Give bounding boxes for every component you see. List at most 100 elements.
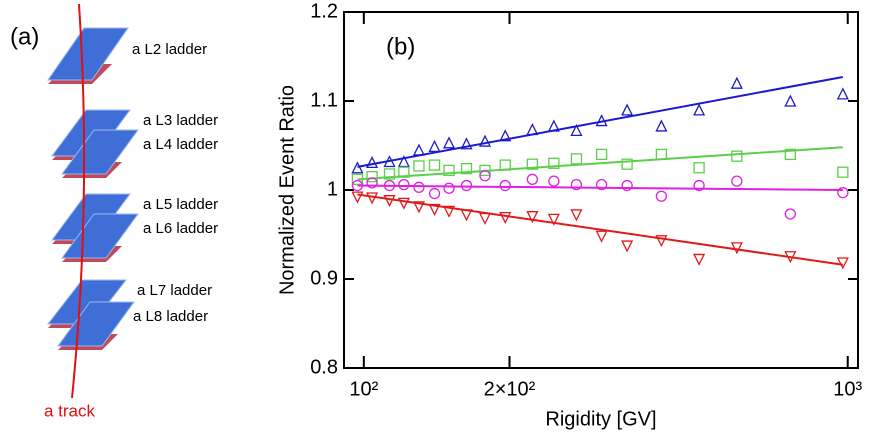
marker [428, 139, 441, 153]
marker [784, 148, 796, 161]
x-tick-label: 2×10² [484, 378, 536, 400]
marker [443, 182, 455, 194]
marker [595, 114, 608, 127]
marker [351, 179, 364, 192]
ladder [46, 279, 135, 350]
marker [570, 209, 583, 222]
x-tick-label: 10² [349, 378, 378, 400]
marker [731, 175, 743, 187]
marker [595, 230, 608, 243]
marker [443, 164, 455, 177]
marker [478, 212, 492, 225]
marker [499, 129, 512, 142]
marker [548, 175, 560, 187]
marker [730, 242, 743, 255]
marker [730, 76, 743, 89]
marker [499, 211, 512, 225]
marker [655, 235, 668, 248]
panel-label: (a) [10, 23, 39, 50]
marker [397, 155, 410, 168]
marker [784, 208, 796, 220]
marker [731, 150, 743, 162]
marker [595, 179, 608, 191]
fit-line [357, 184, 843, 191]
marker [351, 191, 364, 204]
marker [351, 173, 364, 185]
marker [526, 123, 539, 136]
ladder [47, 27, 129, 84]
marker [621, 158, 633, 170]
marker [655, 190, 668, 202]
marker [784, 251, 797, 264]
fit-line [357, 75, 844, 168]
marker [570, 123, 583, 137]
marker [479, 164, 491, 177]
marker [383, 195, 396, 208]
marker [621, 179, 633, 192]
marker [499, 159, 511, 171]
marker [460, 179, 473, 192]
marker [693, 253, 706, 266]
marker [398, 179, 410, 191]
y-tick-label: 0.8 [310, 356, 338, 378]
marker [442, 205, 456, 218]
marker [351, 161, 364, 174]
ladder-label: a L8 ladder [133, 308, 208, 325]
marker [428, 187, 441, 200]
marker [479, 170, 491, 182]
panel-label: (b) [386, 33, 415, 60]
marker [547, 119, 560, 132]
marker [383, 168, 396, 180]
marker [693, 162, 705, 174]
marker [547, 213, 560, 226]
x-tick-label: 10³ [833, 378, 862, 400]
y-tick-label: 1.1 [310, 89, 338, 111]
ladder-label: a L2 ladder [132, 41, 207, 58]
marker [837, 166, 849, 178]
marker [526, 211, 539, 224]
marker [366, 155, 379, 169]
marker [655, 148, 668, 161]
y-tick-label: 1.2 [310, 0, 338, 22]
ladder-label: a L3 ladder [143, 112, 218, 129]
y-tick-label: 0.9 [310, 267, 338, 289]
marker [413, 181, 425, 193]
marker [413, 160, 425, 172]
marker [383, 155, 396, 168]
ladder-label: a L7 ladder [137, 282, 212, 299]
y-axis-title: Normalized Event Ratio [276, 85, 298, 295]
marker [428, 159, 441, 171]
marker [655, 119, 668, 132]
marker [837, 187, 849, 199]
marker [836, 257, 849, 270]
x-axis-title: Rigidity [GV] [545, 408, 656, 430]
marker [366, 192, 379, 205]
marker [693, 103, 706, 116]
marker [693, 179, 705, 192]
ladder [51, 193, 139, 262]
marker [570, 153, 583, 165]
marker [460, 162, 473, 175]
marker [595, 148, 608, 161]
y-tick-label: 1 [327, 178, 338, 200]
ladder-label: a L5 ladder [143, 196, 218, 213]
marker [428, 203, 441, 217]
marker [526, 173, 539, 185]
marker [570, 179, 583, 191]
marker [836, 87, 849, 100]
marker [397, 197, 410, 210]
ladder-label: a L6 ladder [143, 220, 218, 237]
marker [383, 179, 396, 192]
track-line [71, 3, 86, 399]
marker [478, 134, 492, 147]
marker [621, 103, 634, 116]
marker [548, 157, 560, 169]
marker [460, 137, 473, 150]
ladder [51, 109, 139, 178]
marker [412, 201, 426, 214]
ladder-diagram: (a) a L2 ladder a L3 ladder a L4 ladder … [10, 3, 218, 420]
marker [499, 179, 511, 192]
marker [784, 94, 797, 107]
marker [621, 240, 634, 253]
